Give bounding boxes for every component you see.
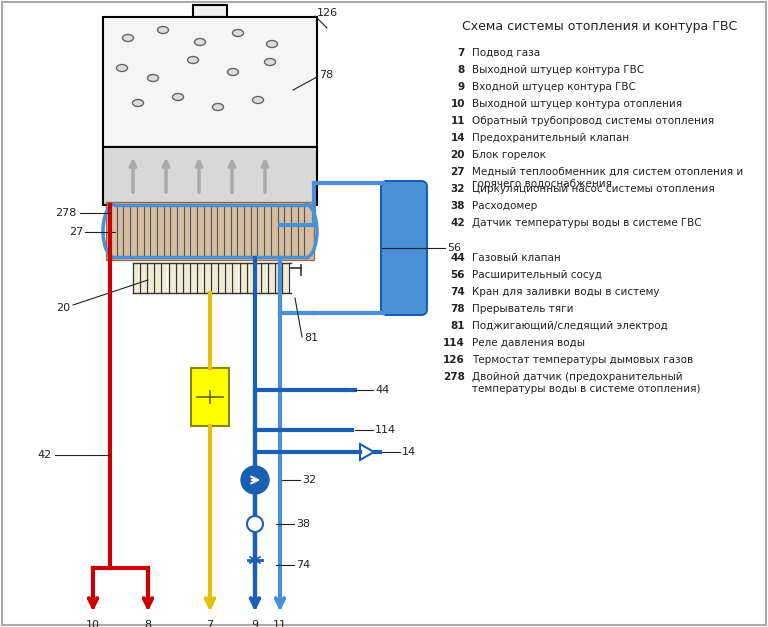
Text: 78: 78 [319, 70, 333, 80]
Text: Схема системы отопления и контура ГВС: Схема системы отопления и контура ГВС [462, 20, 737, 33]
Ellipse shape [213, 103, 223, 110]
Text: Кран для заливки воды в систему: Кран для заливки воды в систему [472, 287, 660, 297]
Text: 44: 44 [450, 253, 465, 263]
Ellipse shape [133, 100, 144, 107]
Ellipse shape [194, 38, 206, 46]
Text: 278: 278 [443, 372, 465, 382]
Text: Медный теплообменник для систем отопления и
горячего водоснабжения: Медный теплообменник для систем отоплени… [472, 167, 743, 189]
Ellipse shape [123, 34, 134, 41]
Text: Прерыватель тяги: Прерыватель тяги [472, 304, 574, 314]
Text: 126: 126 [317, 8, 338, 18]
Text: 42: 42 [450, 218, 465, 228]
Text: 78: 78 [450, 304, 465, 314]
Polygon shape [360, 444, 374, 460]
Text: 278: 278 [55, 208, 77, 218]
Text: Входной штуцер контура ГВС: Входной штуцер контура ГВС [472, 82, 636, 92]
Text: 20: 20 [56, 303, 70, 313]
Text: 11: 11 [273, 620, 287, 627]
Text: 8: 8 [144, 620, 151, 627]
Text: 10: 10 [86, 620, 100, 627]
Circle shape [241, 466, 269, 494]
Text: 10: 10 [451, 99, 465, 109]
Text: 20: 20 [451, 150, 465, 160]
Text: 27: 27 [450, 167, 465, 177]
Text: 7: 7 [458, 48, 465, 58]
Text: 74: 74 [296, 560, 310, 570]
Text: 56: 56 [447, 243, 461, 253]
Ellipse shape [173, 93, 184, 100]
Text: 9: 9 [251, 620, 259, 627]
Text: Обратный трубопровод системы отопления: Обратный трубопровод системы отопления [472, 116, 714, 126]
Text: Блок горелок: Блок горелок [472, 150, 546, 160]
Ellipse shape [157, 26, 168, 33]
Text: Выходной штуцер контура ГВС: Выходной штуцер контура ГВС [472, 65, 644, 75]
Text: 38: 38 [451, 201, 465, 211]
Text: Предохранительный клапан: Предохранительный клапан [472, 133, 629, 143]
Bar [103, 17, 317, 147]
Text: 27: 27 [69, 227, 83, 237]
Text: 8: 8 [458, 65, 465, 75]
Text: Поджигающий/следящий электрод: Поджигающий/следящий электрод [472, 321, 667, 331]
Text: Выходной штуцер контура отопления: Выходной штуцер контура отопления [472, 99, 682, 109]
Text: Расширительный сосуд: Расширительный сосуд [472, 270, 602, 280]
Ellipse shape [264, 58, 276, 65]
Ellipse shape [187, 56, 198, 63]
Text: 126: 126 [443, 355, 465, 365]
Text: Циркуляционный насос системы отопления: Циркуляционный насос системы отопления [472, 184, 715, 194]
Bar [106, 202, 314, 260]
Text: Расходомер: Расходомер [472, 201, 538, 211]
Text: Газовый клапан: Газовый клапан [472, 253, 561, 263]
Ellipse shape [117, 65, 127, 71]
Text: 114: 114 [375, 425, 396, 435]
Text: 74: 74 [450, 287, 465, 297]
Ellipse shape [253, 97, 263, 103]
Ellipse shape [227, 68, 239, 75]
Text: 32: 32 [451, 184, 465, 194]
Text: 38: 38 [296, 519, 310, 529]
Ellipse shape [266, 41, 277, 48]
Text: 9: 9 [458, 82, 465, 92]
Text: 114: 114 [443, 338, 465, 348]
Ellipse shape [147, 75, 158, 82]
Bar [191, 368, 229, 426]
Text: 32: 32 [302, 475, 316, 485]
Text: Термостат температуры дымовых газов: Термостат температуры дымовых газов [472, 355, 694, 365]
Text: 14: 14 [402, 447, 416, 457]
Text: Подвод газа: Подвод газа [472, 48, 540, 58]
Circle shape [247, 516, 263, 532]
Text: Реле давления воды: Реле давления воды [472, 338, 585, 348]
Text: 42: 42 [38, 450, 52, 460]
Text: Датчик температуры воды в системе ГВС: Датчик температуры воды в системе ГВС [472, 218, 702, 228]
Text: 44: 44 [375, 385, 389, 395]
Ellipse shape [233, 29, 243, 36]
Text: 56: 56 [451, 270, 465, 280]
Text: Двойной датчик (предохранительный
температуры воды в системе отопления): Двойной датчик (предохранительный темпер… [472, 372, 700, 394]
Text: 7: 7 [207, 620, 214, 627]
Text: 11: 11 [451, 116, 465, 126]
Bar [103, 147, 317, 205]
Text: 81: 81 [304, 333, 318, 343]
Bar [193, 5, 227, 17]
FancyBboxPatch shape [381, 181, 427, 315]
Text: 14: 14 [450, 133, 465, 143]
Text: 81: 81 [451, 321, 465, 331]
